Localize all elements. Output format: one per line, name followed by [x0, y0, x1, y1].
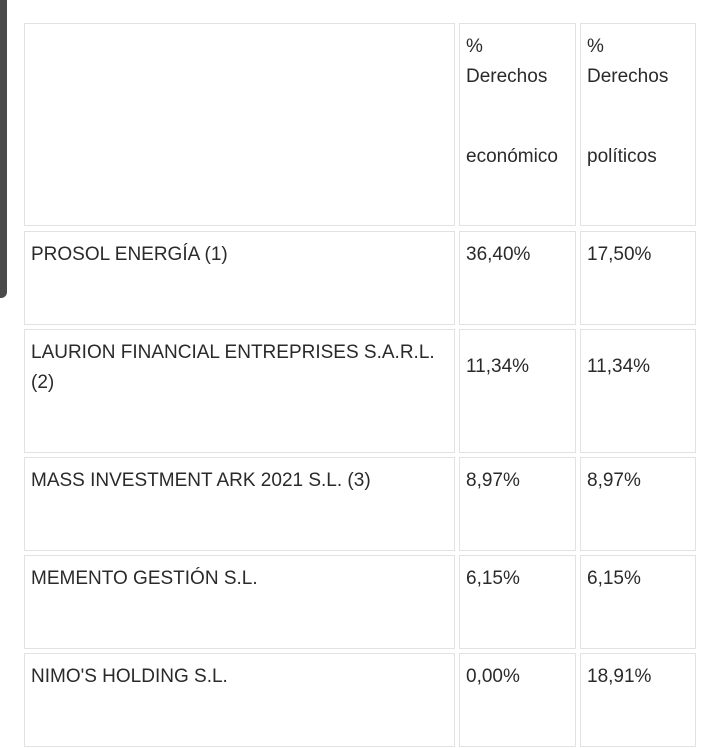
row-5-political: 18,91%	[580, 653, 696, 747]
header-empty-cell	[24, 23, 455, 226]
header-political-line1: %	[587, 36, 604, 57]
row-4-name: MEMENTO GESTIÓN S.L.	[24, 555, 455, 649]
row-1-economic: 36,40%	[459, 231, 576, 325]
row-3-political: 8,97%	[580, 457, 696, 551]
row-1-name: PROSOL ENERGÍA (1)	[24, 231, 455, 325]
header-economic-line1: %	[466, 36, 483, 57]
header-economic-line2: Derechos	[466, 66, 548, 87]
header-political-line3: políticos	[587, 146, 657, 167]
row-3-name: MASS INVESTMENT ARK 2021 S.L. (3)	[24, 457, 455, 551]
row-2-name: LAURION FINANCIAL ENTREPRISES S.A.R.L. (…	[24, 329, 455, 453]
row-5-economic: 0,00%	[459, 653, 576, 747]
header-political-line2: Derechos	[587, 66, 669, 87]
row-2-economic: 11,34%	[459, 329, 576, 453]
row-4-political: 6,15%	[580, 555, 696, 649]
row-3-economic: 8,97%	[459, 457, 576, 551]
row-5-name: NIMO'S HOLDING S.L.	[24, 653, 455, 747]
header-economic-line3: económico	[466, 146, 558, 167]
row-4-economic: 6,15%	[459, 555, 576, 649]
header-political-rights: % Derechos políticos	[580, 23, 696, 226]
row-1-political: 17,50%	[580, 231, 696, 325]
header-economic-rights: % Derechos económico	[459, 23, 576, 226]
scroll-edge-handle	[0, 0, 7, 298]
row-2-political: 11,34%	[580, 329, 696, 453]
